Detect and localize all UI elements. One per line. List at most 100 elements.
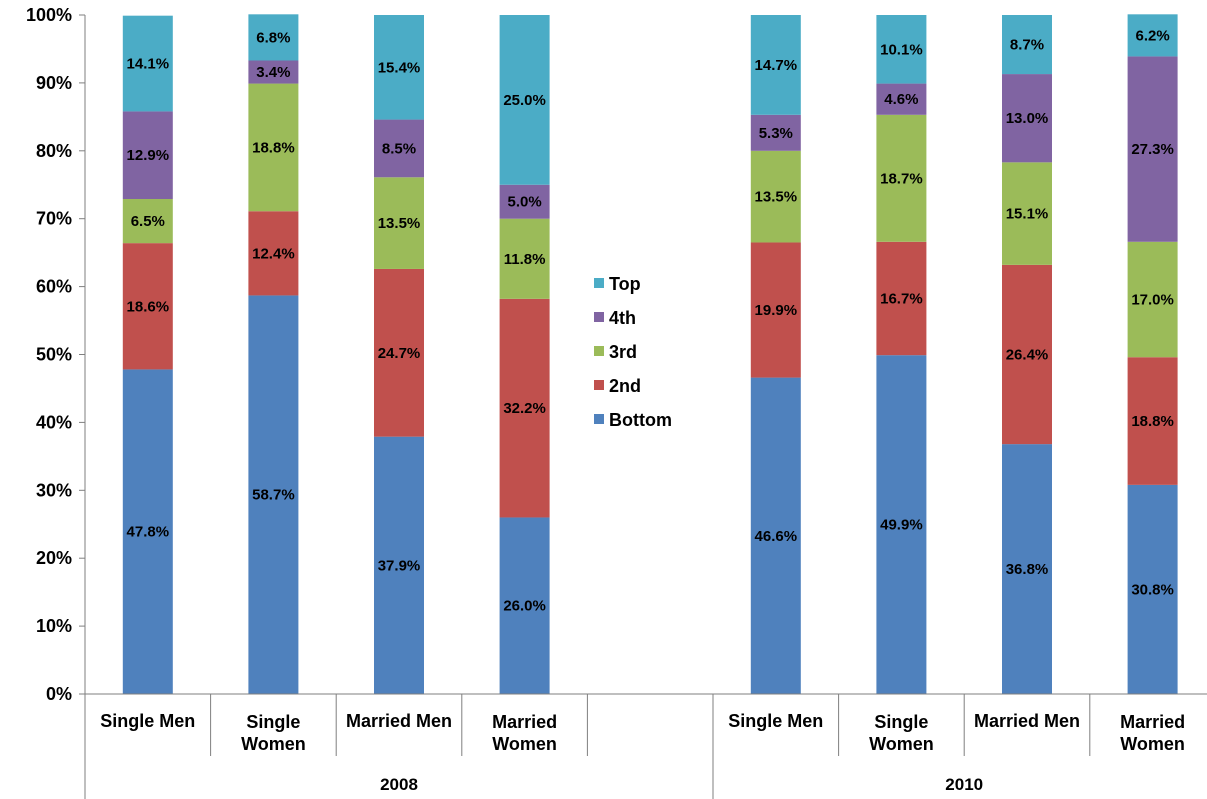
bar-segment-top-4 [750, 15, 801, 115]
x-category-label: Single Women [869, 712, 934, 754]
data-label-3rd-6: 15.1% [1006, 206, 1049, 223]
bar-segment-bottom-0 [122, 369, 173, 694]
bar-segment-3rd-7 [1127, 241, 1178, 358]
bar-segment-4th-0 [122, 111, 173, 200]
bar-segment-bottom-3 [499, 517, 550, 694]
bar-segment-3rd-1 [248, 83, 299, 212]
legend-swatch-3rd [594, 346, 604, 356]
bar-segment-bottom-4 [750, 377, 801, 694]
y-tick-label: 80% [36, 141, 72, 161]
bar-segment-top-1 [248, 14, 299, 61]
legend-label-2nd: 2nd [609, 376, 641, 396]
y-tick-label: 30% [36, 480, 72, 500]
axes-layer: 0% 10% 20% 30% 40% 50% 60% 70% 80% 90% 100% Single … [26, 5, 1207, 799]
data-label-4th-2: 8.5% [382, 140, 416, 157]
data-label-3rd-7: 17.0% [1131, 292, 1174, 309]
bar-segment-top-5 [876, 15, 927, 84]
bar-segment-3rd-2 [374, 177, 424, 269]
data-label-top-1: 6.8% [256, 29, 290, 46]
bar-segment-3rd-3 [499, 218, 550, 299]
data-label-top-7: 6.2% [1135, 27, 1169, 44]
bar-segment-top-7 [1127, 14, 1178, 57]
data-label-bottom-5: 49.9% [880, 517, 923, 534]
bar-segment-2nd-5 [876, 241, 927, 356]
y-tick-label: 90% [36, 73, 72, 93]
x-category-label: Single Men [100, 711, 195, 731]
x-category-label: Married Women [1120, 712, 1185, 754]
y-tick-label: 0% [46, 684, 72, 704]
data-label-2nd-2: 24.7% [378, 345, 421, 362]
bar-segment-4th-5 [876, 83, 927, 115]
data-label-3rd-5: 18.7% [880, 170, 923, 187]
bar-segment-2nd-3 [499, 298, 550, 518]
bar-segment-3rd-5 [876, 114, 927, 242]
x-group-label: 2010 [945, 775, 983, 794]
bar-segment-3rd-6 [1002, 162, 1052, 265]
data-label-4th-6: 13.0% [1006, 110, 1049, 127]
y-tick-label: 40% [36, 412, 72, 432]
bar-segment-2nd-0 [122, 243, 173, 370]
bar-segment-top-3 [499, 15, 550, 185]
bars-layer [122, 14, 1178, 694]
data-label-top-5: 10.1% [880, 41, 923, 58]
legend-label-top: Top [609, 274, 641, 294]
bar-segment-3rd-4 [750, 150, 801, 243]
y-tick-label: 10% [36, 616, 72, 636]
legend-label-bottom: Bottom [609, 410, 672, 430]
bar-segment-top-2 [374, 15, 424, 120]
y-tick-label: 60% [36, 277, 72, 297]
bar-segment-bottom-1 [248, 295, 299, 694]
bar-segment-2nd-6 [1002, 264, 1052, 445]
bar-segment-2nd-7 [1127, 357, 1178, 485]
data-label-3rd-0: 6.5% [131, 213, 165, 230]
data-label-4th-3: 5.0% [507, 194, 541, 211]
data-label-2nd-0: 18.6% [127, 298, 170, 315]
bar-segment-bottom-7 [1127, 484, 1178, 694]
bar-segment-2nd-2 [374, 268, 424, 437]
y-tick-label: 50% [36, 345, 72, 365]
x-category-label: Married Men [974, 711, 1080, 731]
legend-swatch-top [594, 278, 604, 288]
data-label-4th-5: 4.6% [884, 91, 918, 108]
data-label-4th-0: 12.9% [127, 147, 170, 164]
legend-label-3rd: 3rd [609, 342, 637, 362]
data-label-top-2: 15.4% [378, 59, 421, 76]
data-label-2nd-4: 19.9% [755, 302, 798, 319]
legend-label-4th: 4th [609, 308, 636, 328]
y-tick-label: 70% [36, 209, 72, 229]
data-label-4th-7: 27.3% [1131, 141, 1174, 158]
data-label-2nd-5: 16.7% [880, 290, 923, 307]
x-category-label: Married Women [492, 712, 557, 754]
legend-swatch-4th [594, 312, 604, 322]
y-tick-label: 20% [36, 548, 72, 568]
data-label-3rd-4: 13.5% [755, 189, 798, 206]
bar-segment-4th-1 [248, 60, 299, 84]
data-label-3rd-2: 13.5% [378, 215, 421, 232]
x-category-label: Married Men [346, 711, 452, 731]
bar-segment-4th-6 [1002, 74, 1052, 163]
bar-segment-4th-3 [499, 184, 550, 219]
bar-segment-2nd-1 [248, 211, 299, 296]
data-labels-layer: 47.8% 18.6% 6.5% 12.9% 14.1% 58.7% 12.4% 18.8% 3… [127, 27, 1174, 614]
bar-segment-bottom-6 [1002, 444, 1052, 694]
data-label-2nd-1: 12.4% [252, 245, 295, 262]
data-label-bottom-1: 58.7% [252, 487, 295, 504]
bar-segment-2nd-4 [750, 242, 801, 378]
data-label-top-3: 25.0% [503, 92, 546, 109]
data-label-bottom-7: 30.8% [1131, 581, 1174, 598]
legend-swatch-bottom [594, 414, 604, 424]
x-group-label: 2008 [380, 775, 418, 794]
data-label-top-0: 14.1% [127, 56, 170, 73]
bar-segment-bottom-2 [374, 436, 424, 694]
y-tick-label: 100% [26, 5, 72, 25]
data-label-3rd-3: 11.8% [504, 251, 546, 268]
data-label-3rd-1: 18.8% [252, 139, 295, 156]
data-label-4th-4: 5.3% [759, 125, 793, 142]
data-label-bottom-2: 37.9% [378, 557, 421, 574]
bar-segment-4th-2 [374, 119, 424, 178]
bar-segment-top-0 [122, 15, 173, 112]
bar-segment-bottom-5 [876, 355, 927, 694]
data-label-bottom-3: 26.0% [503, 598, 546, 615]
data-label-top-6: 8.7% [1010, 37, 1044, 54]
